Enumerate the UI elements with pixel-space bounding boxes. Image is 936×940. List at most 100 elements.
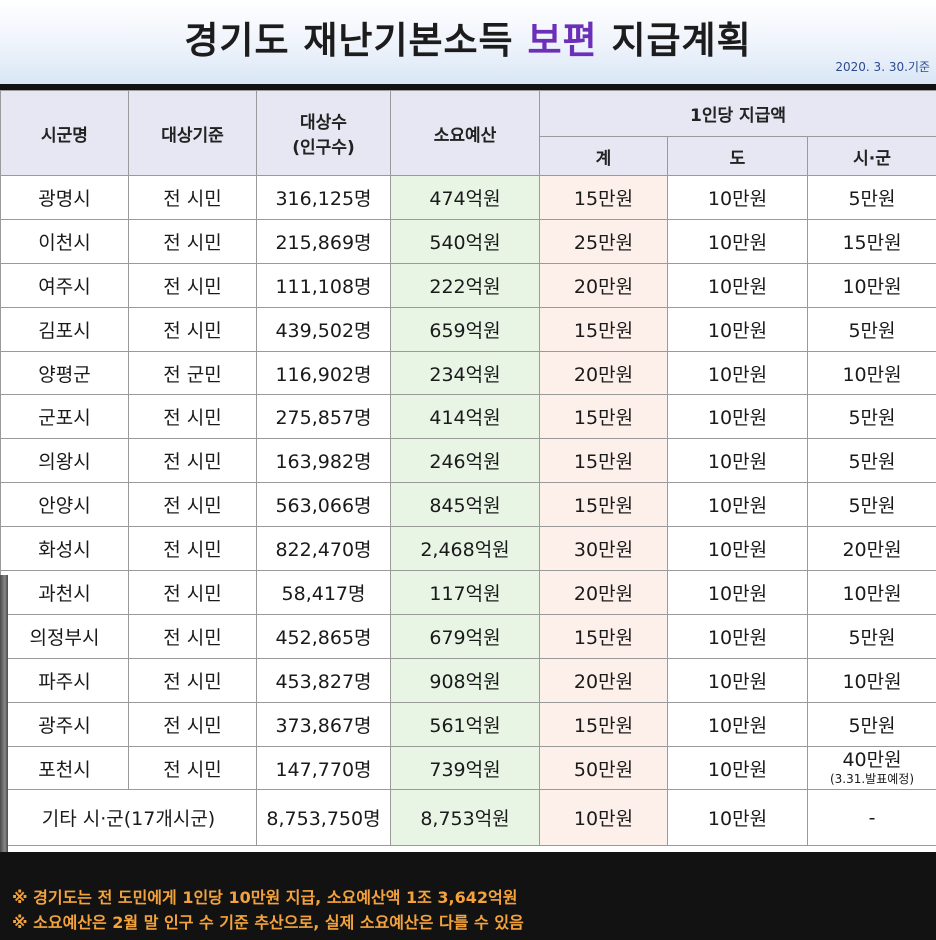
cell-population: 822,470명 bbox=[256, 526, 391, 572]
cell-budget: 222억원 bbox=[390, 262, 540, 308]
cell-population: 439,502명 bbox=[256, 306, 391, 352]
header-population-label: 대상수 (인구수) bbox=[292, 113, 355, 158]
cell-city: 의정부시 bbox=[0, 613, 129, 659]
cell-province: 10만원 bbox=[667, 526, 808, 572]
cell-budget: 474억원 bbox=[390, 175, 540, 220]
cell-city: 군포시 bbox=[0, 394, 129, 440]
cell-province: 10만원 bbox=[667, 657, 808, 703]
table-row-other: 기타 시·군(17개시군) 8,753,750명 8,753억원 10만원 10만원 - bbox=[0, 789, 936, 847]
table-row: 의왕시 전 시민 163,982명 246억원 15만원 10만원 5만원 bbox=[0, 438, 936, 484]
payment-table-container: 시군명 대상기준 대상수 (인구수) 소요예산 1인당 지급액 계 도 시·군 … bbox=[0, 90, 936, 852]
table-row: 양평군 전 군민 116,902명 234억원 20만원 10만원 10만원 bbox=[0, 350, 936, 396]
cell-city: 파주시 bbox=[0, 657, 129, 703]
footnotes: ※ 경기도는 전 도민에게 1인당 10만원 지급, 소요예산액 1조 3,64… bbox=[0, 852, 936, 940]
table-row: 안양시 전 시민 563,066명 845억원 15만원 10만원 5만원 bbox=[0, 482, 936, 528]
table-row: 군포시 전 시민 275,857명 414억원 15만원 10만원 5만원 bbox=[0, 394, 936, 440]
cell-budget: 739억원 bbox=[390, 745, 540, 791]
table-row: 화성시 전 시민 822,470명 2,468억원 30만원 10만원 20만원 bbox=[0, 526, 936, 572]
cell-population: 275,857명 bbox=[256, 394, 391, 440]
cell-total: 20만원 bbox=[539, 570, 668, 615]
cell-province: 10만원 bbox=[667, 438, 808, 484]
header-budget: 소요예산 bbox=[390, 90, 540, 176]
table-row: 과천시 전 시민 58,417명 117억원 20만원 10만원 10만원 bbox=[0, 570, 936, 615]
cell-criteria: 전 군민 bbox=[128, 350, 257, 396]
cell-local: 40만원 (3.31.발표예정) bbox=[806, 745, 936, 791]
cell-city: 포천시 bbox=[0, 745, 129, 791]
header-divider bbox=[0, 84, 936, 90]
table-row: 파주시 전 시민 453,827명 908억원 20만원 10만원 10만원 bbox=[0, 657, 936, 703]
cell-population: 373,867명 bbox=[256, 701, 391, 747]
cell-population: 453,827명 bbox=[256, 657, 391, 703]
cell-total: 15만원 bbox=[539, 175, 668, 220]
cell-province: 10만원 bbox=[667, 613, 808, 659]
table-row: 김포시 전 시민 439,502명 659억원 15만원 10만원 5만원 bbox=[0, 306, 936, 352]
cell-total: 50만원 bbox=[539, 745, 668, 791]
cell-criteria: 전 시민 bbox=[128, 394, 257, 440]
cell-local: 10만원 bbox=[806, 262, 936, 308]
cell-budget: 8,753억원 bbox=[390, 789, 540, 847]
cell-budget: 246억원 bbox=[390, 438, 540, 484]
cell-local: 20만원 bbox=[806, 526, 936, 572]
header-per-person: 1인당 지급액 bbox=[538, 90, 936, 137]
cell-total: 30만원 bbox=[539, 526, 668, 572]
header-city-county: 시·군 bbox=[806, 136, 936, 176]
cell-province: 10만원 bbox=[667, 482, 808, 528]
cell-province: 10만원 bbox=[667, 394, 808, 440]
cell-criteria: 전 시민 bbox=[128, 438, 257, 484]
cell-budget: 845억원 bbox=[390, 482, 540, 528]
cell-population: 8,753,750명 bbox=[256, 789, 391, 847]
cell-criteria: 전 시민 bbox=[128, 745, 257, 791]
cell-local-note: (3.31.발표예정) bbox=[829, 771, 915, 786]
cell-budget: 561억원 bbox=[390, 701, 540, 747]
cell-province: 10만원 bbox=[667, 789, 808, 847]
cell-city: 광명시 bbox=[0, 175, 129, 220]
cell-budget: 908억원 bbox=[390, 657, 540, 703]
header-total: 계 bbox=[539, 136, 668, 176]
cell-local: 5만원 bbox=[806, 306, 936, 352]
header-population: 대상수 (인구수) bbox=[256, 90, 391, 176]
cell-total: 20만원 bbox=[539, 657, 668, 703]
footnote-1: ※ 경기도는 전 도민에게 1인당 10만원 지급, 소요예산액 1조 3,64… bbox=[12, 888, 518, 907]
title-part1: 경기도 재난기본소득 bbox=[184, 19, 528, 62]
cell-province: 10만원 bbox=[667, 218, 808, 264]
table-row: 광명시 전 시민 316,125명 474억원 15만원 10만원 5만원 bbox=[0, 175, 936, 220]
cell-city: 안양시 bbox=[0, 482, 129, 528]
cell-criteria: 전 시민 bbox=[128, 526, 257, 572]
cell-total: 15만원 bbox=[539, 306, 668, 352]
cell-budget: 414억원 bbox=[390, 394, 540, 440]
cell-population: 147,770명 bbox=[256, 745, 391, 791]
cell-total: 15만원 bbox=[539, 482, 668, 528]
cell-local: 5만원 bbox=[806, 701, 936, 747]
title-part2: 지급계획 bbox=[597, 19, 752, 62]
table-row: 광주시 전 시민 373,867명 561억원 15만원 10만원 5만원 bbox=[0, 701, 936, 747]
cell-budget: 234억원 bbox=[390, 350, 540, 396]
cell-population: 116,902명 bbox=[256, 350, 391, 396]
cell-province: 10만원 bbox=[667, 745, 808, 791]
cell-local: 10만원 bbox=[806, 657, 936, 703]
cell-local: 5만원 bbox=[806, 175, 936, 220]
cell-city: 이천시 bbox=[0, 218, 129, 264]
cell-total: 20만원 bbox=[539, 350, 668, 396]
cell-province: 10만원 bbox=[667, 262, 808, 308]
cell-criteria: 전 시민 bbox=[128, 570, 257, 615]
cell-local: 10만원 bbox=[806, 350, 936, 396]
cell-city: 의왕시 bbox=[0, 438, 129, 484]
cell-province: 10만원 bbox=[667, 175, 808, 220]
cell-city: 광주시 bbox=[0, 701, 129, 747]
cell-total: 15만원 bbox=[539, 613, 668, 659]
cell-local: - bbox=[806, 789, 936, 847]
cell-criteria: 전 시민 bbox=[128, 262, 257, 308]
table-row: 포천시 전 시민 147,770명 739억원 50만원 10만원 40만원 (3.31.발표… bbox=[0, 745, 936, 791]
cell-criteria: 전 시민 bbox=[128, 175, 257, 220]
cell-population: 58,417명 bbox=[256, 570, 391, 615]
cell-budget: 2,468억원 bbox=[390, 526, 540, 572]
table-row: 이천시 전 시민 215,869명 540억원 25만원 10만원 15만원 bbox=[0, 218, 936, 264]
cell-local: 5만원 bbox=[806, 482, 936, 528]
cell-criteria: 전 시민 bbox=[128, 218, 257, 264]
cell-other-label: 기타 시·군(17개시군) bbox=[0, 789, 257, 847]
cell-province: 10만원 bbox=[667, 701, 808, 747]
cell-budget: 679억원 bbox=[390, 613, 540, 659]
cell-total: 20만원 bbox=[539, 262, 668, 308]
cell-total: 25만원 bbox=[539, 218, 668, 264]
cell-budget: 117억원 bbox=[390, 570, 540, 615]
